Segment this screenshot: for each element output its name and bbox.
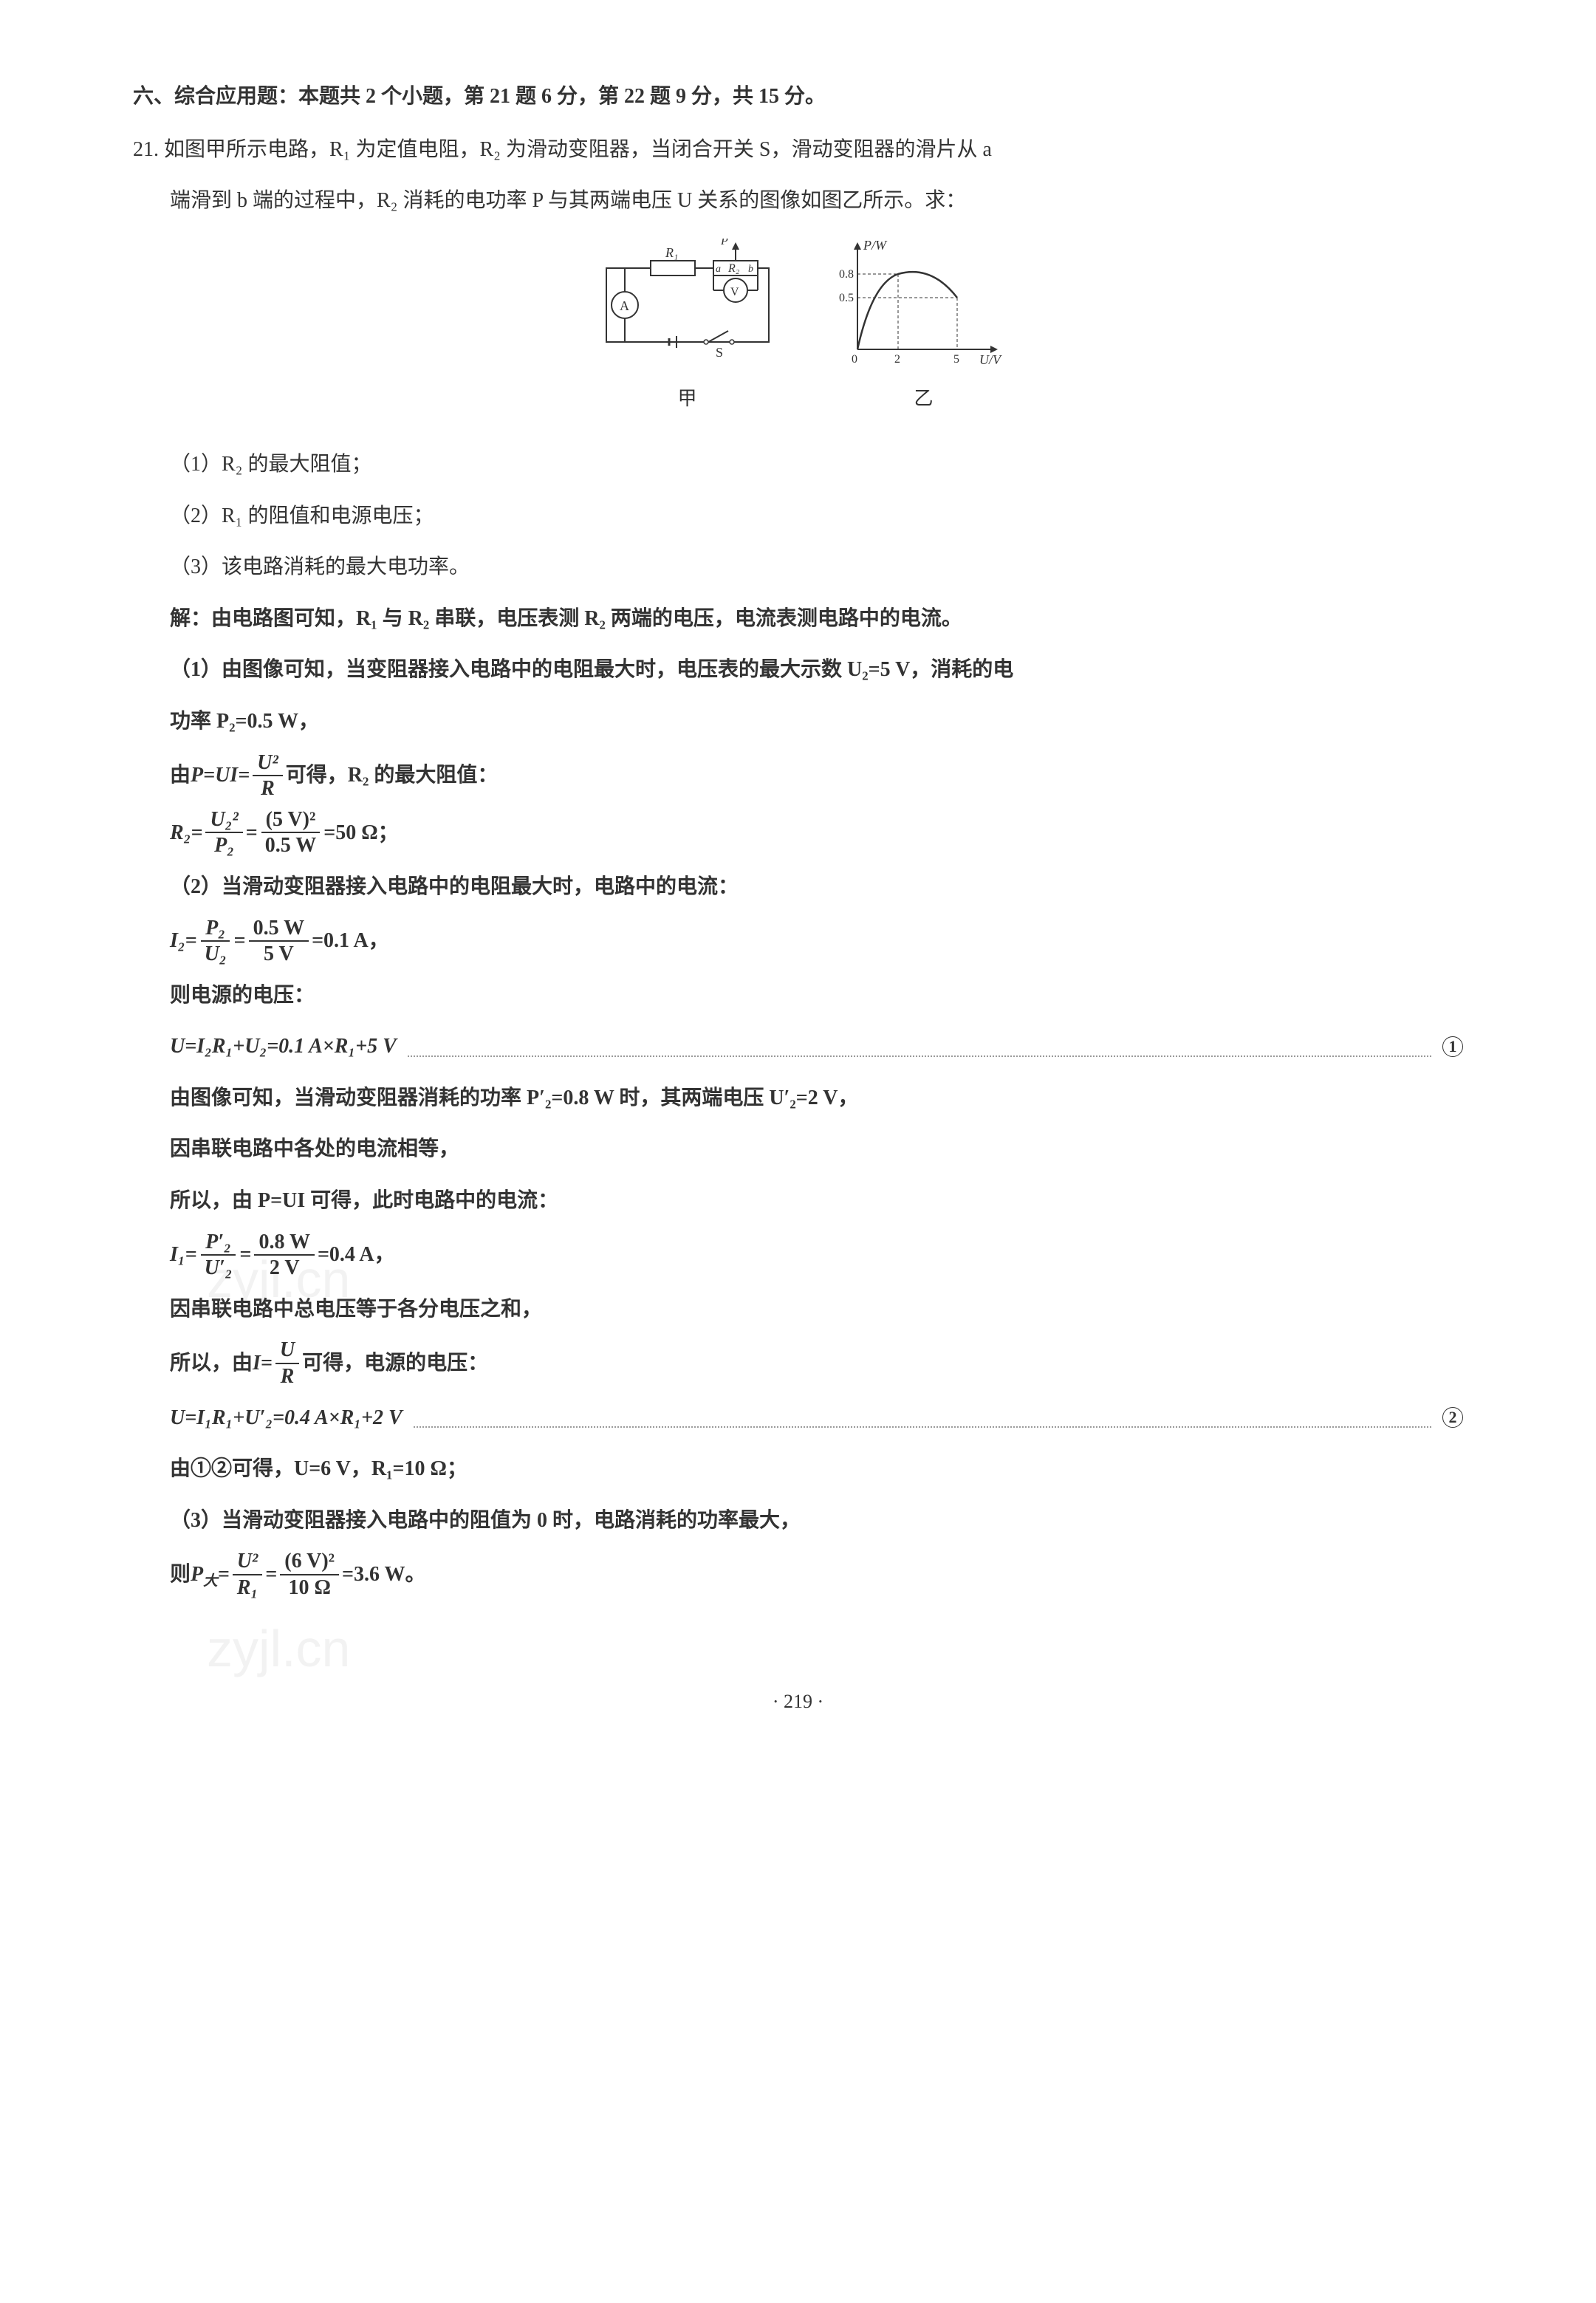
- circuit-caption: 甲: [677, 377, 696, 420]
- solution-p2-intro: （2）当滑动变阻器接入电路中的电阻最大时，电路中的电流：: [133, 864, 1463, 910]
- formula-intro: 由: [170, 753, 191, 798]
- graph-info: 由图像可知，当滑动变阻器消耗的功率 P′₂=0.8 W 时，其两端电压 U′₂=…: [133, 1075, 1463, 1121]
- sub-question-3: （3）该电路消耗的最大电功率。: [133, 544, 1463, 590]
- eq1-text: U=I₂R₁+U₂=0.1 A×R₁+5 V: [170, 1024, 397, 1070]
- formula-text: 可得，R₂ 的最大阻值：: [286, 753, 499, 798]
- question-21-line1: 21. 如图甲所示电路，R₁ 为定值电阻，R₂ 为滑动变阻器，当闭合开关 S，滑…: [133, 127, 1463, 173]
- iur-intro-line: 所以，由 I= UR 可得，电源的电压：: [133, 1338, 1463, 1389]
- series-note: 因串联电路中各处的电流相等，: [133, 1126, 1463, 1172]
- eq2-text: U=I₁R₁+U′₂=0.4 A×R₁+2 V: [170, 1395, 403, 1441]
- svg-text:5: 5: [953, 353, 959, 366]
- svg-text:2: 2: [894, 353, 900, 366]
- section-header: 六、综合应用题：本题共 2 个小题，第 21 题 6 分，第 22 题 9 分，…: [133, 74, 1463, 120]
- q21-text1: 如图甲所示电路，R₁ 为定值电阻，R₂ 为滑动变阻器，当闭合开关 S，滑动变阻器…: [164, 138, 992, 161]
- iur-text: 可得，电源的电压：: [302, 1341, 488, 1386]
- svg-text:P: P: [720, 239, 728, 247]
- solution-intro: 解：由电路图可知，R₁ 与 R₂ 串联，电压表测 R₂ 两端的电压，电流表测电路…: [133, 596, 1463, 642]
- diagram-container: R₁ a R₂ b P A V S: [133, 239, 1463, 420]
- sub-question-1: （1）R₂ 的最大阻值；: [133, 442, 1463, 487]
- r2-result: =50 Ω；: [323, 810, 398, 856]
- svg-text:b: b: [748, 264, 753, 275]
- dotted-line-1: [408, 1036, 1431, 1057]
- graph-caption: 乙: [914, 377, 933, 420]
- p3-intro: （3）当滑动变阻器接入电路中的阻值为 0 时，电路消耗的功率最大，: [133, 1498, 1463, 1544]
- svg-text:0: 0: [852, 353, 857, 366]
- pu-graph: P/W U/V 0.8 0.5 0 2 5: [835, 239, 1013, 372]
- i2-result: =0.1 A，: [312, 918, 389, 964]
- formula-i2: I₂= P₂U₂ = 0.5 W5 V =0.1 A，: [133, 916, 1463, 967]
- formula-i1: I₁= P′₂U′₂ = 0.8 W2 V =0.4 A，: [133, 1230, 1463, 1281]
- page-number: · 219 ·: [133, 1680, 1463, 1722]
- circuit-diagram: R₁ a R₂ b P A V S: [584, 239, 791, 372]
- formula-pmax: 则 P大= U²R₁ = (6 V)²10 Ω =3.6 W。: [133, 1549, 1463, 1600]
- dotted-line-2: [414, 1407, 1431, 1428]
- svg-text:a: a: [716, 264, 721, 275]
- question-21-line2: 端滑到 b 端的过程中，R₂ 消耗的电功率 P 与其两端电压 U 关系的图像如图…: [133, 178, 1463, 224]
- iur-prefix: 所以，由: [170, 1341, 253, 1386]
- graph-diagram-box: P/W U/V 0.8 0.5 0 2 5 乙: [835, 239, 1013, 420]
- svg-text:S: S: [716, 345, 723, 360]
- series-voltage-note: 因串联电路中总电压等于各分电压之和，: [133, 1287, 1463, 1332]
- svg-text:0.8: 0.8: [839, 268, 854, 281]
- formula-p-ui: 由 P=UI= U²R 可得，R₂ 的最大阻值：: [133, 750, 1463, 801]
- equation-1: U=I₂R₁+U₂=0.1 A×R₁+5 V 1: [133, 1024, 1463, 1070]
- svg-text:A: A: [620, 298, 629, 313]
- solution-p1-line1: （1）由图像可知，当变阻器接入电路中的电阻最大时，电压表的最大示数 U₂=5 V…: [133, 647, 1463, 693]
- svg-text:0.5: 0.5: [839, 292, 854, 304]
- p2-result: 由①②可得，U=6 V，R₁=10 Ω；: [133, 1446, 1463, 1492]
- svg-text:R₁: R₁: [665, 245, 678, 260]
- i1-result: =0.4 A，: [318, 1232, 395, 1278]
- pmax-result: =3.6 W。: [342, 1552, 425, 1598]
- circled-1: 1: [1442, 1036, 1463, 1057]
- pui-intro: 所以，由 P=UI 可得，此时电路中的电流：: [133, 1178, 1463, 1224]
- svg-text:R₂: R₂: [727, 262, 740, 275]
- pmax-prefix: 则: [170, 1552, 191, 1598]
- svg-text:U/V: U/V: [979, 352, 1002, 367]
- question-number: 21.: [133, 138, 159, 161]
- sub-question-2: （2）R₁ 的阻值和电源电压；: [133, 493, 1463, 539]
- formula-r2: R₂= U₂²P₂ = (5 V)²0.5 W =50 Ω；: [133, 807, 1463, 858]
- solution-p1-line2: 功率 P₂=0.5 W，: [133, 699, 1463, 745]
- svg-text:P/W: P/W: [863, 239, 888, 253]
- voltage-intro: 则电源的电压：: [133, 973, 1463, 1019]
- equation-2: U=I₁R₁+U′₂=0.4 A×R₁+2 V 2: [133, 1395, 1463, 1441]
- circled-2: 2: [1442, 1407, 1463, 1428]
- circuit-diagram-box: R₁ a R₂ b P A V S: [584, 239, 791, 420]
- svg-text:V: V: [730, 286, 739, 298]
